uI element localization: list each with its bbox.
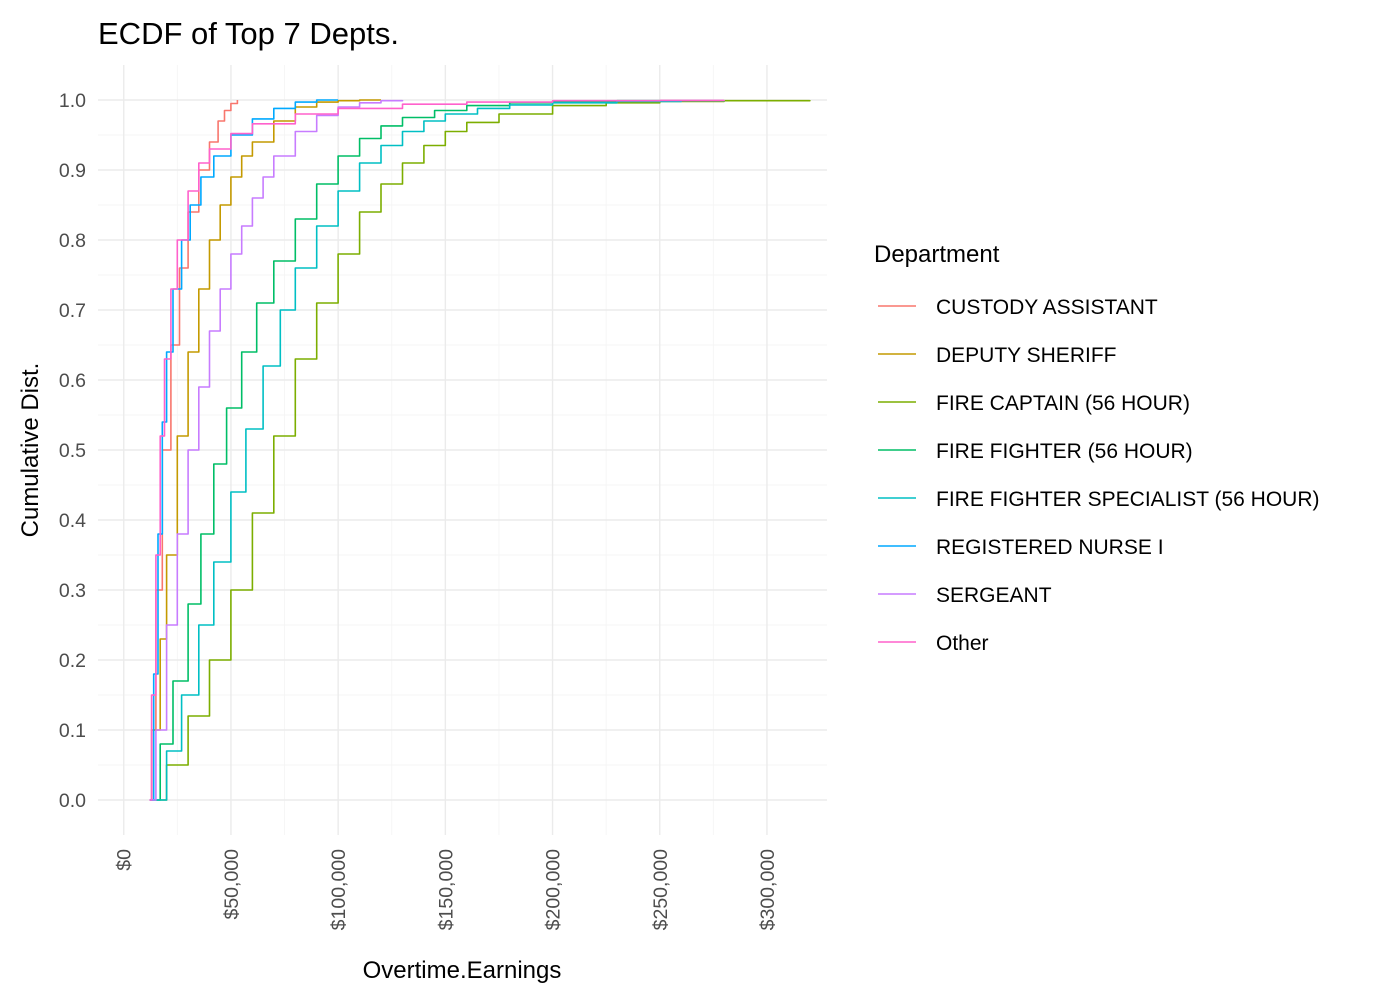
series-line-sergeant	[149, 99, 404, 801]
series-line-other	[149, 99, 725, 801]
legend-label-registered-nurse-i: REGISTERED NURSE I	[936, 536, 1164, 559]
y-tick-label: 0.9	[59, 160, 86, 182]
y-tick-label: 0.6	[59, 370, 86, 392]
y-axis-title: Cumulative Dist.	[17, 363, 44, 538]
x-tick-label: $250,000	[650, 849, 672, 930]
series-line-registered-nurse-i	[149, 99, 339, 801]
y-tick-label: 0.4	[59, 510, 86, 532]
series-line-deputy-sheriff	[149, 99, 381, 801]
x-tick-label: $150,000	[435, 849, 457, 930]
x-tick-label: $100,000	[328, 849, 350, 930]
series-line-fire-captain-56-hour	[149, 99, 811, 801]
y-tick-label: 0.7	[59, 300, 86, 322]
y-tick-label: 1.0	[59, 90, 86, 112]
y-tick-label: 0.1	[59, 720, 86, 742]
y-tick-label: 0.5	[59, 440, 86, 462]
x-tick-label: $50,000	[221, 849, 243, 920]
legend-label-sergeant: SERGEANT	[936, 584, 1052, 607]
legend-label-other: Other	[936, 632, 989, 655]
legend-label-custody-assistant: CUSTODY ASSISTANT	[936, 296, 1158, 319]
x-axis-title: Overtime.Earnings	[363, 957, 562, 984]
chart-title: ECDF of Top 7 Depts.	[98, 16, 399, 51]
series-lines	[149, 99, 811, 801]
legend-label-fire-captain-56-hour: FIRE CAPTAIN (56 HOUR)	[936, 392, 1190, 415]
legend-title: Department	[874, 241, 1000, 268]
legend-label-deputy-sheriff: DEPUTY SHERIFF	[936, 344, 1116, 367]
grid	[98, 65, 827, 835]
series-line-fire-fighter-specialist-56-hour	[149, 99, 725, 801]
y-tick-label: 0.0	[59, 790, 86, 812]
legend: Department CUSTODY ASSISTANT DEPUTY SHERI…	[874, 241, 1320, 655]
y-tick-label: 0.8	[59, 230, 86, 252]
y-tick-label: 0.2	[59, 650, 86, 672]
legend-label-fire-fighter-specialist-56-hour: FIRE FIGHTER SPECIALIST (56 HOUR)	[936, 488, 1320, 511]
x-tick-labels: $0 $50,000 $100,000 $150,000 $200,000 $250,00…	[114, 849, 779, 930]
x-tick-label: $0	[114, 849, 136, 871]
y-tick-labels: 0.0 0.1 0.2 0.3 0.4 0.5 0.6 0.7 0.8 0.9 1.0	[59, 90, 86, 812]
y-tick-label: 0.3	[59, 580, 86, 602]
legend-label-fire-fighter-56-hour: FIRE FIGHTER (56 HOUR)	[936, 440, 1193, 463]
x-tick-label: $300,000	[757, 849, 779, 930]
x-tick-label: $200,000	[543, 849, 565, 930]
